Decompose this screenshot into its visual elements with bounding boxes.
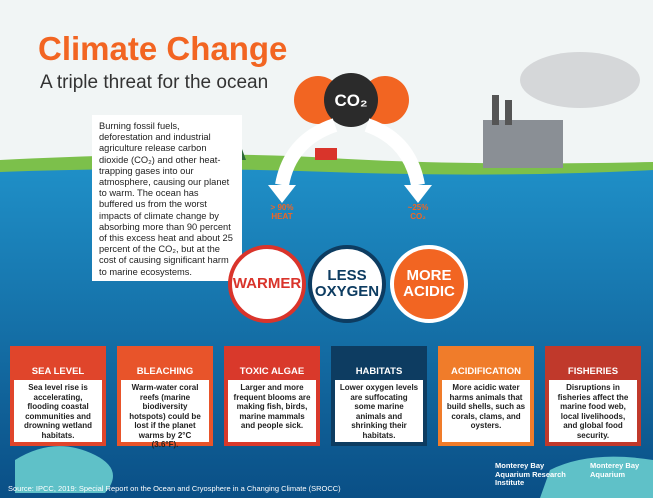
impact-title: TOXIC ALGAE [228, 350, 316, 380]
tractor [315, 148, 337, 160]
threat-circle: MORE ACIDIC [390, 245, 468, 323]
arrow-text: CO₂ [395, 212, 441, 221]
arrow-value: ~25% [395, 203, 441, 212]
intro-text: Burning fossil fuels, deforestation and … [92, 115, 242, 281]
logo: Monterey Bay Aquarium Research Institute [495, 462, 575, 488]
arrow-label: > 90%HEAT [259, 203, 305, 221]
impact-title: HABITATS [335, 350, 423, 380]
impact-text: Disruptions in fisheries affect the mari… [549, 380, 637, 443]
impact-text: Lower oxygen levels are suffocating some… [335, 380, 423, 443]
chimney [505, 100, 512, 125]
threat-circle: WARMER [228, 245, 306, 323]
arrow-label: ~25%CO₂ [395, 203, 441, 221]
impact-text: Larger and more frequent blooms are maki… [228, 380, 316, 434]
infographic: CO₂ Climate Change A triple threat for t… [0, 0, 653, 498]
threat-circle: LESS OXYGEN [308, 245, 386, 323]
title: Climate Change [38, 30, 287, 68]
arrow-value: > 90% [259, 203, 305, 212]
impact-title: FISHERIES [549, 350, 637, 380]
subtitle: A triple threat for the ocean [40, 72, 268, 94]
co2-label: CO₂ [334, 91, 367, 110]
chimney [492, 95, 499, 125]
logo: Monterey Bay Aquarium [590, 462, 650, 479]
source: Source: IPCC, 2019: Special Report on th… [8, 484, 341, 493]
impact-text: Warm-water coral reefs (marine biodivers… [121, 380, 209, 453]
impact-title: ACIDIFICATION [442, 350, 530, 380]
impact-text: Sea level rise is accelerating, flooding… [14, 380, 102, 443]
impact-title: BLEACHING [121, 350, 209, 380]
impact-title: SEA LEVEL [14, 350, 102, 380]
impact-text: More acidic water harms animals that bui… [442, 380, 530, 434]
smoke [520, 52, 640, 108]
factory [483, 120, 563, 168]
arrow-text: HEAT [259, 212, 305, 221]
